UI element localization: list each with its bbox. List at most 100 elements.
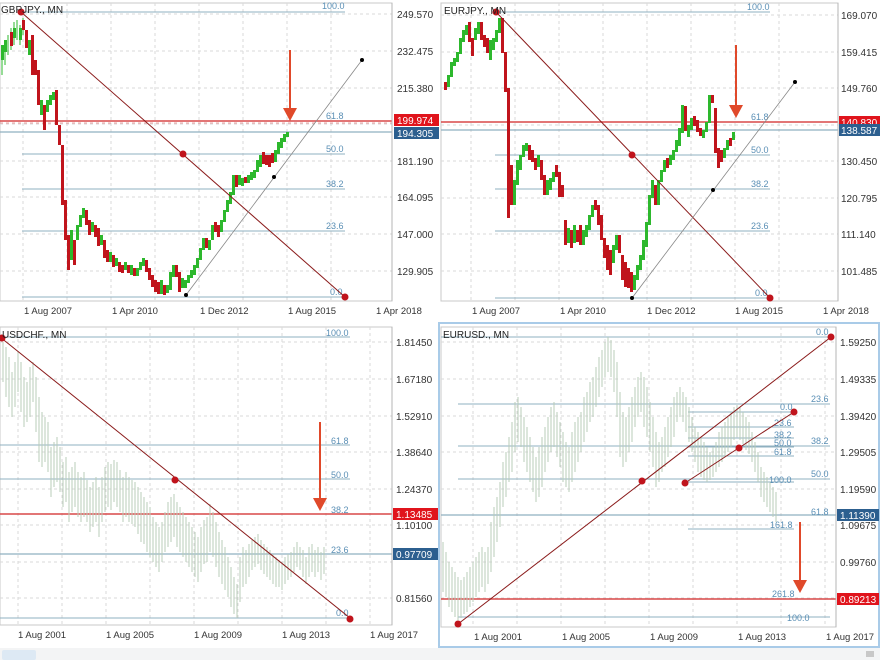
svg-text:61.8: 61.8 (811, 507, 829, 517)
svg-text:61.8: 61.8 (751, 112, 769, 122)
svg-text:50.0: 50.0 (751, 145, 769, 155)
svg-text:50.0: 50.0 (331, 470, 349, 480)
svg-text:130.450: 130.450 (841, 157, 878, 168)
svg-text:38.2: 38.2 (326, 179, 344, 189)
svg-text:1 Aug 2017: 1 Aug 2017 (370, 630, 418, 641)
svg-text:23.6: 23.6 (326, 221, 344, 231)
svg-text:1.38640: 1.38640 (396, 448, 433, 459)
svg-text:1 Aug 2013: 1 Aug 2013 (738, 632, 786, 643)
svg-text:181.190: 181.190 (397, 157, 434, 168)
svg-text:249.570: 249.570 (397, 10, 434, 21)
svg-text:1 Dec 2012: 1 Dec 2012 (647, 306, 696, 317)
svg-text:0.0: 0.0 (330, 287, 343, 297)
svg-text:147.000: 147.000 (397, 230, 434, 241)
chart-title: EURJPY., MN (444, 6, 506, 17)
down-arrow-icon (283, 50, 297, 121)
svg-text:215.380: 215.380 (397, 84, 434, 95)
svg-text:1 Aug 2009: 1 Aug 2009 (650, 632, 698, 643)
chart-panel-eurusd[interactable]: 0.0 23.6 38.2 50.0 61.8 261.8 100.0 0.0 23.6 38… (438, 322, 880, 648)
down-arrow-icon (793, 522, 807, 593)
svg-text:1 Aug 2001: 1 Aug 2001 (18, 630, 66, 641)
svg-text:23.6: 23.6 (751, 221, 769, 231)
svg-text:0.0: 0.0 (816, 327, 829, 337)
chart-panel-eurjpy[interactable]: 100.0 61.8 50.0 38.2 23.6 0.0 (440, 0, 880, 322)
svg-text:1 Aug 2017: 1 Aug 2017 (826, 632, 874, 643)
svg-text:159.415: 159.415 (841, 48, 878, 59)
svg-text:161.8: 161.8 (770, 520, 793, 530)
chart-panel-gbpjpy[interactable]: 100.0 61.8 50.0 38.2 23.6 0.0 (0, 0, 440, 322)
svg-text:149.760: 149.760 (841, 84, 878, 95)
svg-text:0.0: 0.0 (755, 288, 768, 298)
svg-text:100.0: 100.0 (326, 328, 349, 338)
svg-text:1.39420: 1.39420 (840, 412, 877, 423)
usdchf-chart: 100.0 61.8 50.0 38.2 23.6 0.0 1.81450 1.6718… (0, 326, 439, 641)
svg-text:1.09675: 1.09675 (840, 521, 877, 532)
svg-text:1.29505: 1.29505 (840, 448, 877, 459)
svg-text:101.485: 101.485 (841, 267, 878, 278)
svg-text:61.8: 61.8 (774, 447, 792, 457)
price-tag-red: 1.13485 (396, 510, 433, 521)
svg-text:38.2: 38.2 (751, 179, 769, 189)
svg-text:0.99760: 0.99760 (840, 558, 877, 569)
svg-text:261.8: 261.8 (772, 589, 795, 599)
svg-text:1.81450: 1.81450 (396, 338, 433, 349)
svg-text:100.0: 100.0 (769, 475, 792, 485)
svg-text:1 Aug 2001: 1 Aug 2001 (474, 632, 522, 643)
svg-text:1 Apr 2010: 1 Apr 2010 (560, 306, 606, 317)
down-arrow-icon (729, 45, 743, 118)
svg-text:1 Apr 2018: 1 Apr 2018 (823, 306, 869, 317)
svg-text:0.0: 0.0 (336, 608, 349, 618)
svg-text:100.0: 100.0 (787, 613, 810, 623)
svg-text:232.475: 232.475 (397, 47, 434, 58)
chart-tab[interactable] (2, 650, 36, 660)
price-tag-red: 199.974 (397, 116, 434, 127)
svg-text:111.140: 111.140 (841, 230, 876, 241)
down-arrow-icon (313, 422, 327, 511)
svg-text:1 Aug 2009: 1 Aug 2009 (194, 630, 242, 641)
svg-text:100.0: 100.0 (322, 1, 345, 11)
svg-text:164.095: 164.095 (397, 193, 434, 204)
svg-text:38.2: 38.2 (331, 505, 349, 515)
svg-text:38.2: 38.2 (774, 430, 792, 440)
svg-text:1 Apr 2010: 1 Apr 2010 (112, 306, 158, 317)
resize-grip-icon[interactable] (866, 651, 874, 657)
svg-text:1 Aug 2015: 1 Aug 2015 (288, 306, 336, 317)
svg-text:61.8: 61.8 (331, 436, 349, 446)
svg-text:50.0: 50.0 (774, 438, 792, 448)
svg-text:0.81560: 0.81560 (396, 594, 433, 605)
eurjpy-chart: 100.0 61.8 50.0 38.2 23.6 0.0 (440, 2, 880, 317)
svg-text:1 Aug 2005: 1 Aug 2005 (106, 630, 154, 641)
price-tag-blue: 194.305 (397, 129, 434, 140)
svg-text:100.0: 100.0 (747, 2, 770, 12)
svg-text:1.59250: 1.59250 (840, 338, 877, 349)
svg-text:1 Aug 2007: 1 Aug 2007 (472, 306, 520, 317)
svg-text:23.6: 23.6 (811, 394, 829, 404)
svg-text:1.52910: 1.52910 (396, 412, 433, 423)
svg-text:1 Apr 2018: 1 Apr 2018 (376, 306, 422, 317)
svg-text:129.905: 129.905 (397, 267, 434, 278)
svg-text:1 Aug 2013: 1 Aug 2013 (282, 630, 330, 641)
chart-title: GBPJPY., MN (1, 5, 63, 16)
svg-text:169.070: 169.070 (841, 11, 878, 22)
price-tag-red: 140.830 (841, 118, 878, 129)
price-tag-blue: 0.97709 (396, 550, 433, 561)
svg-text:1 Aug 2015: 1 Aug 2015 (735, 306, 783, 317)
svg-text:1.19590: 1.19590 (840, 485, 877, 496)
svg-text:61.8: 61.8 (326, 111, 344, 121)
svg-text:50.0: 50.0 (811, 469, 829, 479)
svg-text:1 Dec 2012: 1 Dec 2012 (200, 306, 249, 317)
price-tag-blue: 138.587 (841, 126, 878, 137)
svg-text:23.6: 23.6 (331, 545, 349, 555)
status-bar (0, 648, 880, 660)
chart-title: USDCHF., MN (2, 330, 66, 341)
svg-text:1 Aug 2007: 1 Aug 2007 (24, 306, 72, 317)
svg-text:120.795: 120.795 (841, 194, 878, 205)
chart-panel-usdchf[interactable]: 100.0 61.8 50.0 38.2 23.6 0.0 1.81450 1.6718… (0, 322, 440, 648)
price-tag-blue: 1.11390 (840, 511, 876, 522)
price-tag-red: 0.89213 (840, 595, 877, 606)
svg-text:1.67180: 1.67180 (396, 375, 433, 386)
gbpjpy-chart: 100.0 61.8 50.0 38.2 23.6 0.0 (0, 1, 439, 317)
svg-text:50.0: 50.0 (326, 144, 344, 154)
svg-text:23.6: 23.6 (774, 418, 792, 428)
